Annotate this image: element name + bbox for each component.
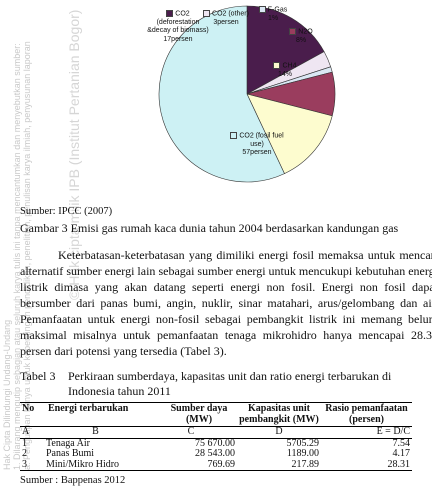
data-label: 3persen <box>213 18 239 26</box>
pie-label: F-Gas 1% <box>254 6 292 23</box>
watermark-line: Hak Cipta Dilindungi Undang-Undang <box>2 319 12 470</box>
cell: 5705.29 <box>286 437 320 449</box>
legend-marker <box>289 28 297 35</box>
header-cell: Sumber daya (MW) <box>170 403 228 425</box>
cell: 1189.00 <box>286 448 319 459</box>
table-row: 2 Panas Bumi 28 543.00 1189.00 4.17 <box>20 448 412 460</box>
header-row: No Energi terbarukan Sumber daya (MW) Ka… <box>20 402 412 427</box>
data-label: 1% <box>267 14 279 22</box>
header-cell: No <box>22 403 35 414</box>
cell: 217.89 <box>291 458 320 470</box>
cell: C <box>187 426 195 437</box>
legend-marker <box>203 10 211 17</box>
cell: D <box>275 426 283 437</box>
data-label: 17persen <box>163 35 193 43</box>
table-caption: Tabel 3 Perkiraan sumberdaya, kapasitas … <box>20 369 432 399</box>
legend-marker <box>166 10 174 17</box>
header-cell: Rasio pemanfaatan (persen) <box>325 403 408 425</box>
cell: 3 <box>22 458 27 470</box>
legend-marker <box>230 132 238 139</box>
pie-label: CO2 (other) 3persen <box>203 10 249 27</box>
cell: Mini/Mikro Hidro <box>46 458 120 470</box>
legend-marker <box>273 62 281 69</box>
cell: 7.54 <box>392 437 411 449</box>
paragraph: Keterbatasan-keterbatasan yang dimiliki … <box>20 248 432 358</box>
legend-entry: CO2 (fosil fuel use) <box>239 132 284 148</box>
cell: 1 <box>22 437 27 449</box>
pie-slice <box>246 93 333 175</box>
table-row: 1 Tenaga Air 75 670.00 5705.29 7.54 <box>20 438 412 449</box>
cell: Panas Bumi <box>46 448 95 459</box>
letter-row: A B C D E = D/C <box>20 426 412 438</box>
cell: A <box>22 426 30 437</box>
legend-entry: CO2 (other) <box>212 10 249 18</box>
pie-label: CH4 14% <box>268 62 302 79</box>
cell: Tenaga Air <box>46 437 91 449</box>
cell: 769.69 <box>207 458 236 470</box>
figure-caption: Gambar 3 Emisi gas rumah kaca dunia tahu… <box>20 221 399 235</box>
figure-source: Sumber: IPCC (2007) <box>20 206 113 217</box>
data-label: 57persen <box>242 149 272 157</box>
pie-label: N2O 8% <box>286 28 316 45</box>
pie-label: CO2 (fosil fuel use) 57persen <box>224 132 290 158</box>
pie-label: CO2 (deforestation &decay of biomass) 17p… <box>146 10 210 44</box>
legend-entry: CH4 <box>282 62 297 70</box>
cell: B <box>92 426 99 437</box>
table-caption-text: Perkiraan sumberdaya, kapasitas unit dan… <box>68 369 392 398</box>
legend-marker <box>258 6 266 13</box>
cell: 75 670.00 <box>195 437 235 449</box>
table: No Energi terbarukan Sumber daya (MW) Ka… <box>20 402 412 471</box>
legend-entry: F-Gas <box>267 6 288 14</box>
cell: 28.31 <box>387 458 411 470</box>
table-source: Sumber : Bappenas 2012 <box>20 475 126 486</box>
table-body: 1 Tenaga Air 75 670.00 5705.29 7.54 2 Panas Bu… <box>20 438 412 471</box>
cell: 2 <box>22 448 27 459</box>
pie-slice <box>246 5 325 95</box>
cell: E = D/C <box>376 426 410 437</box>
data-label: 8% <box>295 36 307 44</box>
header-cell: Energi terbarukan <box>48 403 129 414</box>
legend-entry: CO2 (deforestation &decay of biomass) <box>147 10 209 35</box>
pie-chart <box>158 5 336 183</box>
header-cell: Kapasitas unit pembangkit (MW) <box>239 403 319 425</box>
table-caption-label: Tabel 3 <box>20 369 56 383</box>
legend-entry: N2O <box>298 28 313 36</box>
data-label: 14% <box>277 70 292 78</box>
cell: 4.17 <box>392 448 411 459</box>
cell: 28 543.00 <box>195 448 235 459</box>
table-row: 3 Mini/Mikro Hidro 769.69 217.89 28.31 <box>20 458 412 471</box>
